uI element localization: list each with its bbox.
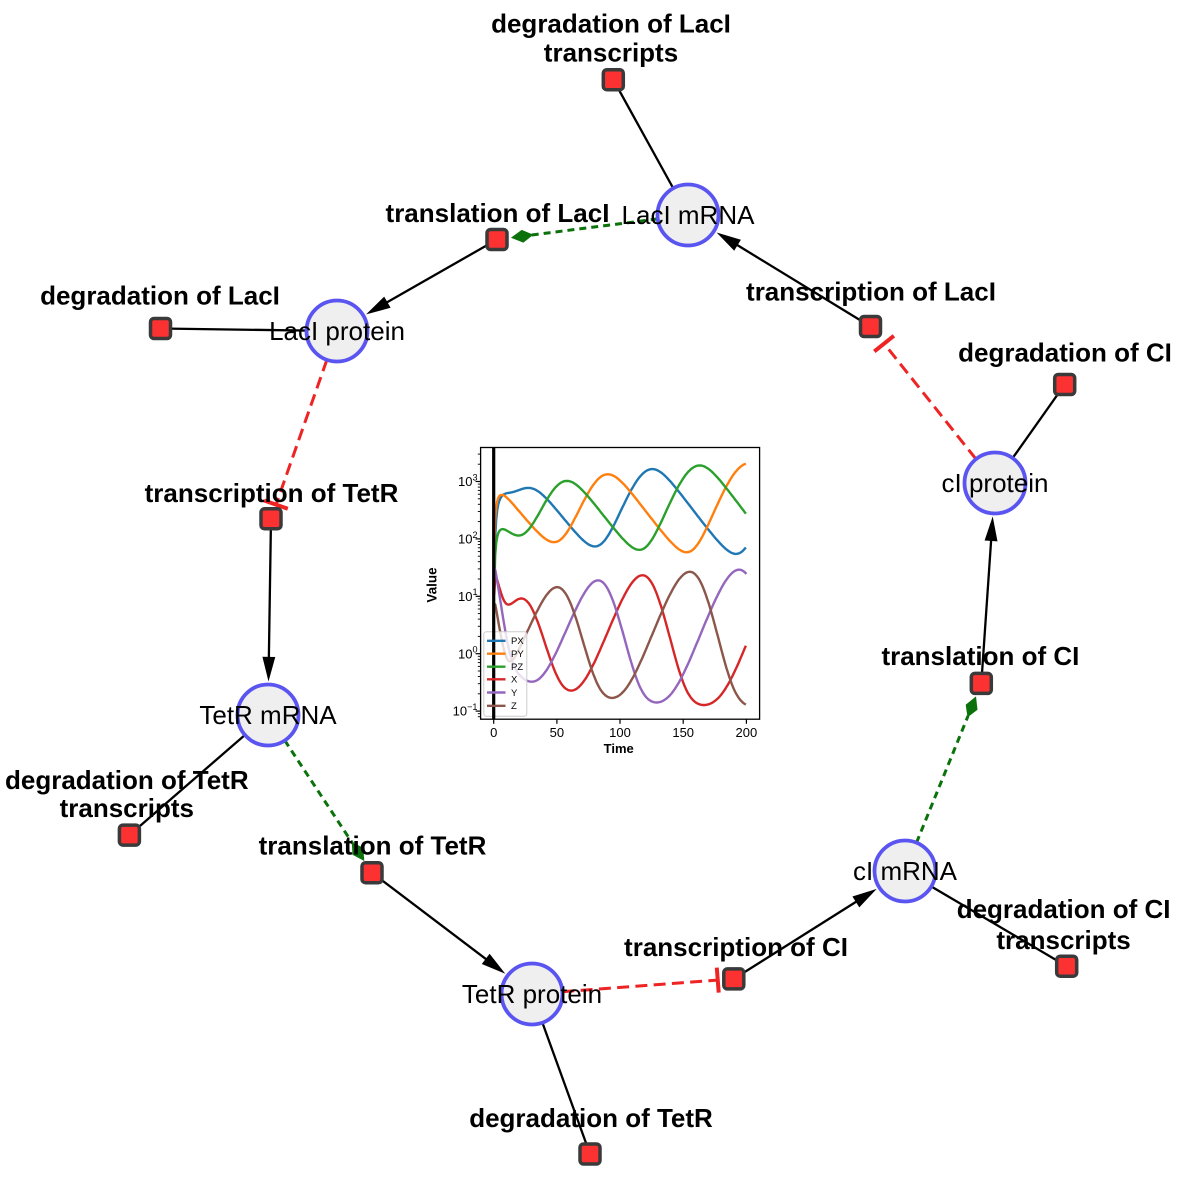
svg-text:PX: PX: [511, 636, 524, 647]
svg-text:100: 100: [458, 645, 478, 662]
svg-text:cI protein: cI protein: [942, 468, 1049, 498]
svg-text:102: 102: [458, 530, 478, 547]
svg-text:transcription of CI: transcription of CI: [624, 932, 848, 962]
svg-text:10−1: 10−1: [453, 702, 478, 719]
svg-text:degradation of CI: degradation of CI: [958, 338, 1172, 368]
svg-text:0: 0: [490, 725, 497, 740]
svg-text:transcripts: transcripts: [544, 38, 678, 68]
svg-text:translation of TetR: translation of TetR: [259, 831, 487, 861]
svg-text:Value: Value: [425, 567, 440, 603]
svg-text:degradation of LacI: degradation of LacI: [491, 9, 731, 39]
svg-text:101: 101: [458, 587, 478, 604]
svg-text:PY: PY: [511, 649, 524, 660]
svg-text:degradation of TetR: degradation of TetR: [5, 765, 249, 795]
svg-text:degradation of TetR: degradation of TetR: [469, 1103, 713, 1133]
svg-text:translation of LacI: translation of LacI: [386, 198, 610, 228]
svg-text:TetR protein: TetR protein: [462, 979, 602, 1009]
svg-text:LacI protein: LacI protein: [269, 316, 405, 346]
svg-text:TetR mRNA: TetR mRNA: [199, 700, 337, 730]
svg-text:degradation of LacI: degradation of LacI: [40, 281, 280, 311]
svg-text:103: 103: [458, 472, 478, 489]
svg-text:degradation of CI: degradation of CI: [957, 894, 1171, 924]
svg-text:transcription of TetR: transcription of TetR: [145, 478, 399, 508]
svg-text:150: 150: [672, 725, 694, 740]
svg-text:translation of CI: translation of CI: [881, 641, 1079, 671]
svg-text:Z: Z: [511, 701, 517, 712]
svg-text:200: 200: [736, 725, 758, 740]
svg-text:LacI mRNA: LacI mRNA: [622, 200, 756, 230]
svg-text:100: 100: [609, 725, 631, 740]
svg-text:X: X: [511, 675, 518, 686]
svg-text:50: 50: [550, 725, 564, 740]
svg-text:transcription of LacI: transcription of LacI: [746, 277, 996, 307]
svg-text:Y: Y: [511, 688, 518, 699]
svg-text:PZ: PZ: [511, 662, 523, 673]
svg-text:cI mRNA: cI mRNA: [853, 856, 958, 886]
svg-text:transcripts: transcripts: [60, 793, 194, 823]
svg-text:Time: Time: [604, 741, 634, 756]
svg-text:transcripts: transcripts: [996, 925, 1130, 955]
